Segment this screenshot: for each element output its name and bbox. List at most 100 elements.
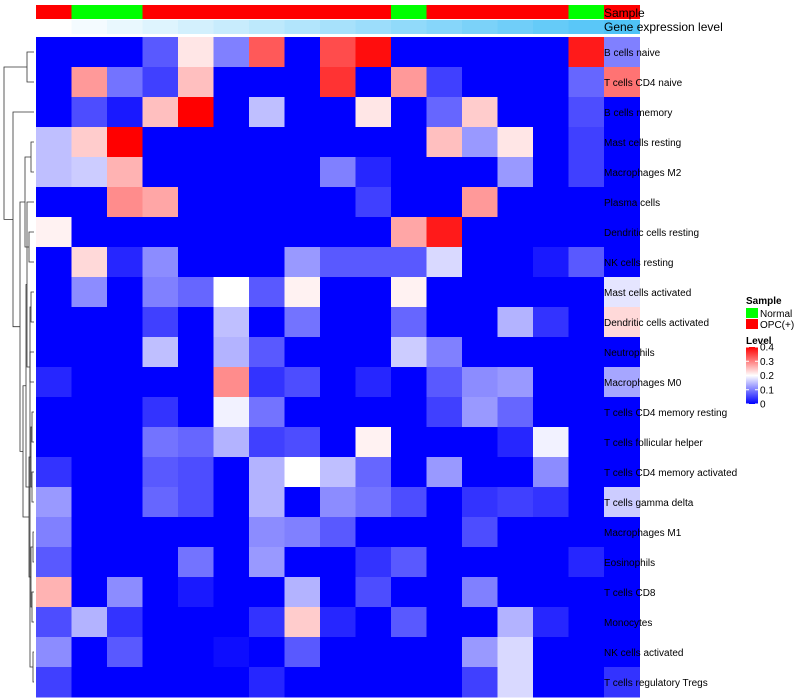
heatmap-cell	[320, 397, 356, 428]
heatmap-cell	[142, 307, 179, 338]
row-label: Macrophages M1	[604, 528, 682, 539]
heatmap-cell	[249, 367, 285, 398]
heatmap-cell	[355, 667, 392, 698]
heatmap-cell	[178, 307, 214, 338]
row-label: T cells CD4 memory resting	[604, 408, 727, 419]
heatmap-cell	[320, 277, 356, 308]
heatmap-cell	[284, 547, 321, 578]
heatmap-cell	[533, 457, 569, 488]
heatmap-cell	[284, 307, 321, 338]
sample-annotation-cell	[213, 5, 250, 19]
gene-expression-annotation-cell	[604, 20, 640, 34]
heatmap-cell	[213, 457, 250, 488]
heatmap-cell	[213, 97, 250, 128]
heatmap-cell	[355, 157, 392, 188]
heatmap-cell	[107, 397, 143, 428]
heatmap-cell	[142, 337, 179, 368]
heatmap-cell	[604, 67, 640, 98]
row-label: T cells CD8	[604, 588, 656, 599]
heatmap-cell	[568, 457, 605, 488]
heatmap-cell	[107, 307, 143, 338]
heatmap-cell	[391, 277, 427, 308]
heatmap-cell	[391, 157, 427, 188]
heatmap-cell	[71, 667, 108, 698]
row-label: Eosinophils	[604, 558, 655, 569]
heatmap-cell	[107, 37, 143, 68]
heatmap-cell	[426, 367, 463, 398]
heatmap-cell	[355, 127, 392, 158]
heatmap-cell	[178, 337, 214, 368]
heatmap-cell	[568, 547, 605, 578]
heatmap-cell	[142, 187, 179, 218]
row-label: Dendritic cells resting	[604, 228, 699, 239]
heatmap-cell	[497, 607, 534, 638]
heatmap-cell	[320, 547, 356, 578]
heatmap-cell	[107, 577, 143, 608]
heatmap-cell	[568, 517, 605, 548]
heatmap-cell	[142, 367, 179, 398]
heatmap-cell	[178, 427, 214, 458]
heatmap-cell	[71, 247, 108, 278]
heatmap-cell	[604, 547, 640, 578]
heatmap-cell	[462, 97, 498, 128]
heatmap-cell	[249, 217, 285, 248]
heatmap-cell	[426, 427, 463, 458]
legend: Sample Normal OPC(+) Level 0.4 0.3 0.2 0.1 0	[746, 296, 794, 411]
heatmap-cell	[426, 37, 463, 68]
heatmap-cell	[533, 127, 569, 158]
heatmap-cell	[604, 157, 640, 188]
heatmap-cell	[107, 367, 143, 398]
heatmap-cell	[36, 367, 72, 398]
heatmap-cell	[391, 247, 427, 278]
heatmap-cell	[462, 157, 498, 188]
gene-expression-annotation-cell	[462, 20, 498, 34]
heatmap-cell	[604, 367, 640, 398]
row-label: T cells gamma delta	[604, 498, 694, 509]
heatmap-cell	[497, 127, 534, 158]
heatmap-cell	[604, 217, 640, 248]
heatmap-cell	[71, 547, 108, 578]
heatmap-cell	[604, 457, 640, 488]
heatmap-cell	[462, 457, 498, 488]
sample-annotation-cell	[604, 5, 640, 19]
heatmap-cell	[604, 277, 640, 308]
row-label: Monocytes	[604, 618, 652, 629]
heatmap-cell	[320, 97, 356, 128]
sample-annotation-cell	[36, 5, 72, 19]
heatmap-cell	[497, 67, 534, 98]
heatmap-cell	[426, 67, 463, 98]
heatmap-cell	[284, 127, 321, 158]
heatmap-cell	[284, 457, 321, 488]
heatmap-cell	[249, 547, 285, 578]
heatmap-cell	[142, 67, 179, 98]
row-label: NK cells resting	[604, 258, 673, 269]
heatmap-cell	[71, 367, 108, 398]
heatmap-cell	[568, 607, 605, 638]
heatmap-cell	[533, 187, 569, 218]
heatmap-cell	[107, 157, 143, 188]
heatmap-cell	[213, 337, 250, 368]
heatmap-cell	[604, 307, 640, 338]
heatmap-cell	[213, 367, 250, 398]
gene-expression-annotation-cell	[178, 20, 214, 34]
heatmap-cell	[284, 277, 321, 308]
heatmap-cell	[142, 127, 179, 158]
heatmap-cell	[213, 577, 250, 608]
gene-expression-annotation-cell	[71, 20, 108, 34]
heatmap-cell	[462, 397, 498, 428]
heatmap-cell	[604, 667, 640, 698]
heatmap-cell	[249, 637, 285, 668]
heatmap-cell	[497, 187, 534, 218]
heatmap-cell	[604, 127, 640, 158]
heatmap-cell	[355, 637, 392, 668]
heatmap-cell	[604, 487, 640, 518]
heatmap-cell	[178, 37, 214, 68]
dendrogram-branch	[32, 531, 34, 563]
heatmap-cell	[249, 487, 285, 518]
heatmap-cell	[391, 307, 427, 338]
heatmap-cell	[284, 187, 321, 218]
heatmap-cell	[533, 397, 569, 428]
heatmap-cell	[533, 427, 569, 458]
heatmap-cell	[497, 457, 534, 488]
heatmap-cell	[497, 157, 534, 188]
